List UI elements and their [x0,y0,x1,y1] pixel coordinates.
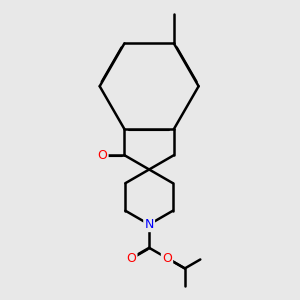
Text: O: O [126,252,136,265]
Text: O: O [162,252,172,265]
Text: O: O [98,149,107,162]
Text: N: N [145,218,154,231]
